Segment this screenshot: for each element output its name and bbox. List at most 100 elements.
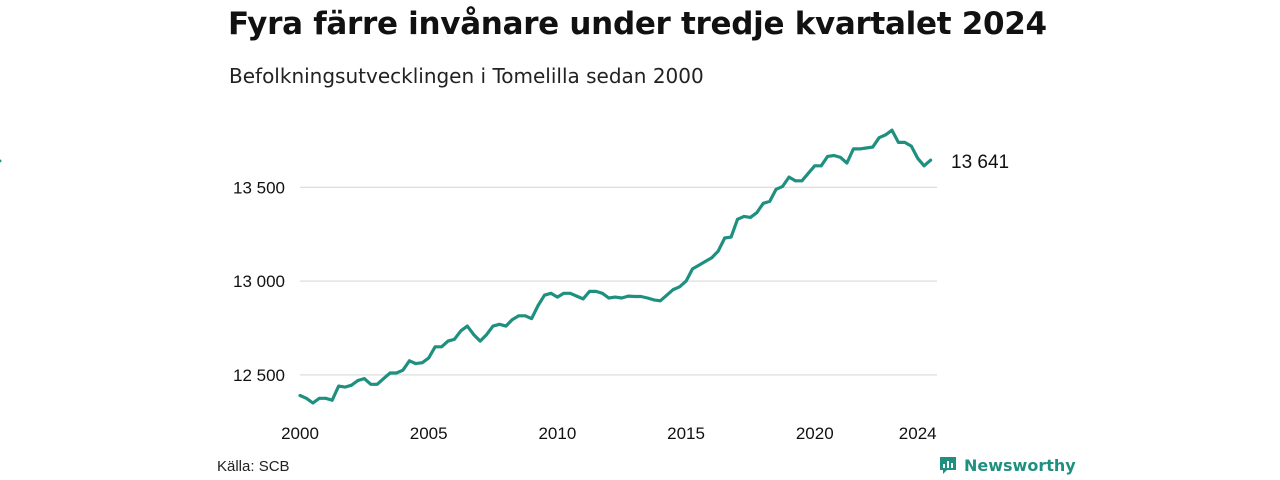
data-point (575, 294, 579, 298)
data-point (794, 179, 797, 183)
data-point (543, 293, 546, 297)
data-point (510, 318, 514, 321)
data-point (678, 285, 682, 289)
data-point (729, 235, 733, 239)
data-point (317, 396, 321, 400)
data-point (806, 171, 810, 175)
data-point (375, 382, 379, 386)
data-point (504, 324, 508, 328)
data-point (774, 187, 778, 191)
data-point (819, 164, 823, 168)
data-point (420, 361, 424, 365)
data-point (922, 164, 926, 168)
population-series-line (298, 128, 933, 405)
x-tick-label: 2024 (899, 424, 937, 443)
y-tick-label: 12 500 (233, 366, 285, 385)
data-point (768, 200, 772, 203)
data-point (459, 329, 463, 333)
data-point (395, 371, 398, 375)
data-point (858, 147, 862, 151)
data-point (646, 296, 649, 300)
data-point (691, 267, 694, 271)
data-point (607, 296, 611, 300)
x-tick-label: 2000 (281, 424, 319, 443)
x-tick-label: 2020 (796, 424, 834, 443)
data-point (362, 377, 366, 381)
data-point (890, 128, 894, 132)
data-point (388, 371, 392, 375)
data-point (781, 185, 784, 188)
data-point (639, 295, 643, 298)
data-point (324, 396, 328, 400)
data-point (755, 211, 759, 215)
data-point (851, 147, 855, 151)
x-tick-label: 2015 (667, 424, 705, 443)
data-point (839, 155, 842, 159)
data-point (658, 299, 662, 303)
data-point (581, 297, 585, 301)
data-point (414, 362, 418, 366)
data-point (716, 249, 720, 253)
data-point (633, 295, 636, 298)
data-point (523, 314, 527, 318)
data-point (311, 401, 315, 405)
data-point (369, 382, 373, 386)
data-point (465, 324, 469, 328)
grid-lines (300, 186, 937, 376)
data-point (588, 290, 591, 293)
data-point (929, 158, 932, 162)
data-point (800, 179, 804, 183)
data-point (350, 383, 353, 387)
data-point (472, 333, 476, 336)
data-point (440, 345, 443, 349)
data-point (356, 379, 360, 382)
axis-labels: 12 500 13 000 13 500 2000 2005 2010 2015 2020 20… (233, 178, 937, 443)
data-point (568, 291, 572, 295)
data-point (652, 298, 656, 302)
data-point (620, 296, 624, 300)
data-point (401, 368, 405, 372)
data-point (845, 161, 849, 165)
data-point (498, 322, 501, 326)
data-point (787, 175, 791, 179)
data-point (742, 215, 746, 218)
data-point (453, 337, 456, 341)
data-point (710, 256, 714, 260)
x-tick-label: 2005 (410, 424, 448, 443)
data-point (864, 146, 868, 150)
data-point (407, 359, 411, 363)
data-point (613, 295, 617, 299)
data-point (916, 156, 920, 160)
data-point (330, 398, 334, 402)
data-point (427, 356, 431, 360)
data-point (736, 217, 739, 221)
end-value-label: 13 641 (951, 152, 1009, 173)
newsworthy-logo-icon (940, 457, 956, 474)
data-point (549, 291, 553, 295)
data-point (896, 140, 900, 144)
y-tick-label: 13 500 (233, 178, 285, 197)
brand-logo: Newsworthy (938, 455, 1076, 475)
series-layer: 13 641 (0, 128, 1009, 405)
data-point (813, 164, 817, 168)
source-note: Källa: SCB (217, 458, 290, 475)
chart-title: Fyra färre invånare under tredje kvartal… (228, 6, 1047, 42)
data-point (601, 291, 604, 295)
data-point (909, 144, 913, 148)
data-point (826, 155, 830, 158)
data-point (478, 339, 482, 343)
data-point (343, 385, 347, 389)
data-point (877, 136, 881, 140)
y-tick-label: 13 000 (233, 272, 285, 291)
x-tick-label: 2010 (538, 424, 576, 443)
chart-subtitle: Befolkningsutvecklingen i Tomelilla seda… (229, 64, 704, 88)
data-point (555, 295, 559, 299)
data-point (491, 324, 495, 328)
data-point (697, 263, 701, 267)
data-point (749, 215, 752, 219)
data-point (0, 159, 2, 163)
data-point (298, 394, 302, 397)
data-point (337, 384, 341, 388)
data-point (871, 145, 875, 149)
